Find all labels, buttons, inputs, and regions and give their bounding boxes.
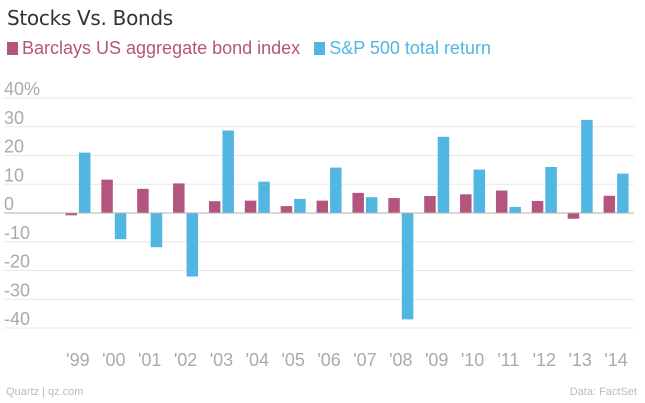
y-tick-label: 30 [4, 108, 24, 128]
x-tick-label: '09 [425, 350, 448, 370]
bar-bonds [173, 183, 185, 213]
legend-label-bonds: Barclays US aggregate bond index [22, 38, 301, 58]
bar-bonds [65, 213, 77, 216]
bar-stocks [186, 213, 199, 277]
legend-label-stocks: S&P 500 total return [329, 38, 491, 58]
bar-bonds [460, 194, 472, 213]
bar-bonds [495, 190, 508, 213]
y-tick-label: 0 [4, 194, 14, 214]
x-tick-label: '99 [66, 350, 89, 370]
bar-bonds [567, 213, 580, 219]
bar-stocks [617, 173, 629, 213]
y-tick-label: -10 [4, 223, 30, 243]
bar-stocks [150, 213, 163, 248]
bar-bonds [388, 198, 400, 213]
x-tick-label: '08 [389, 350, 412, 370]
bar-bonds [352, 192, 364, 213]
bar-stocks [294, 198, 306, 213]
x-tick-label: '13 [568, 350, 591, 370]
x-tick-label: '05 [281, 350, 304, 370]
source-credit: Quartz | qz.com [6, 386, 84, 398]
bar-bonds [316, 200, 329, 213]
bar-stocks [509, 206, 521, 213]
chart-title: Stocks Vs. Bonds [7, 6, 173, 30]
bar-stocks [581, 119, 593, 213]
x-tick-label: '12 [533, 350, 556, 370]
bar-bonds [101, 179, 113, 213]
bar-stocks [545, 167, 557, 213]
bar-bonds [603, 195, 616, 213]
x-tick-label: '04 [246, 350, 269, 370]
x-tick-label: '03 [210, 350, 233, 370]
bar-stocks [78, 152, 91, 213]
legend-swatch-stocks [314, 42, 326, 55]
bar-bonds [280, 206, 293, 213]
bar-stocks [365, 197, 378, 213]
y-tick-label: -30 [4, 280, 30, 300]
bar-stocks [114, 213, 127, 240]
x-tick-label: '06 [317, 350, 340, 370]
bar-stocks [437, 136, 450, 213]
bar-bonds [244, 200, 257, 213]
data-source: Data: FactSet [569, 386, 637, 398]
x-tick-label: '01 [138, 350, 161, 370]
x-tick-label: '10 [461, 350, 484, 370]
y-tick-label: 20 [4, 137, 24, 157]
bar-stocks [222, 130, 234, 213]
y-tick-label: -40 [4, 309, 30, 329]
x-tick-label: '02 [174, 350, 197, 370]
bar-bonds [424, 196, 436, 213]
chart-legend: Barclays US aggregate bond index S&P 500… [7, 38, 505, 59]
x-tick-label: '07 [353, 350, 376, 370]
x-tick-label: '11 [497, 350, 519, 370]
y-tick-label: -20 [4, 252, 30, 272]
bar-bonds [137, 188, 149, 213]
legend-swatch-bonds [7, 42, 18, 55]
y-tick-label: 40% [4, 79, 40, 99]
bar-stocks [330, 167, 342, 213]
bar-stocks [401, 213, 414, 320]
bar-stocks [258, 181, 270, 213]
x-tick-label: '14 [604, 350, 627, 370]
bar-bonds [531, 200, 544, 213]
legend-item-stocks: S&P 500 total return [314, 38, 491, 59]
bar-stocks [473, 169, 486, 213]
y-tick-label: 10 [4, 165, 24, 185]
bar-bonds [208, 201, 221, 213]
x-tick-label: '00 [102, 350, 125, 370]
legend-item-bonds: Barclays US aggregate bond index [7, 38, 300, 59]
